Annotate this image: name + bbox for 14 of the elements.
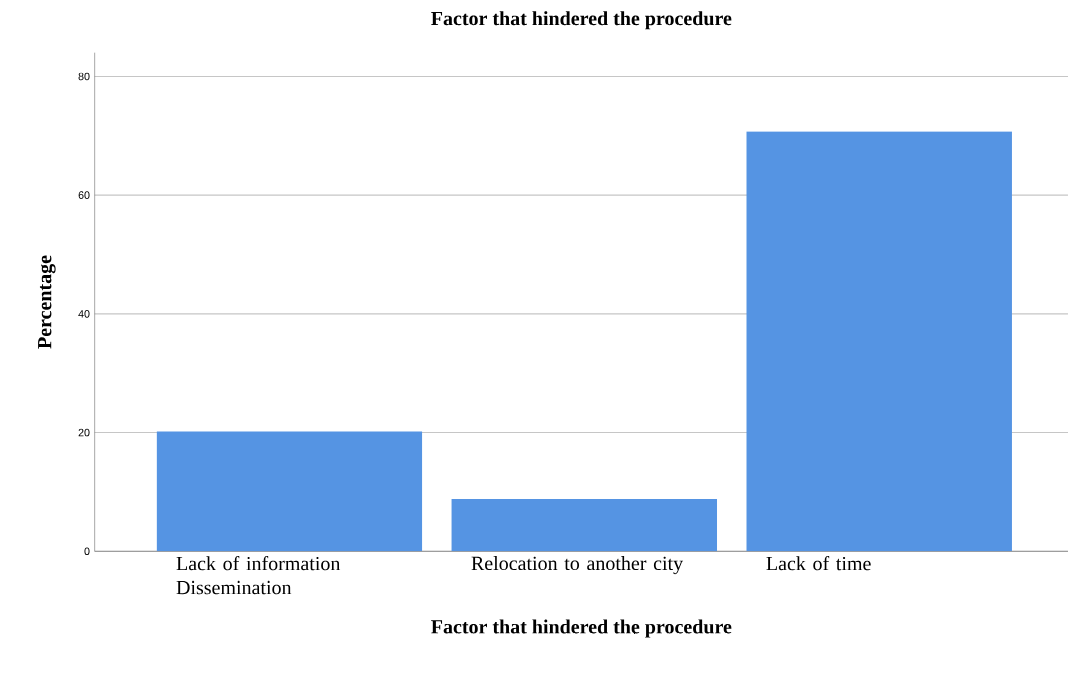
y-tick-label: 20 xyxy=(78,428,90,437)
x-tick-label: Relocation to another city xyxy=(471,556,684,575)
y-tick-label: 60 xyxy=(78,191,90,199)
x-tick-label: Lack of time xyxy=(766,556,871,571)
x-tick-label: Lack of information Dissemination xyxy=(176,556,341,595)
bar xyxy=(156,431,423,552)
y-tick-label: 80 xyxy=(78,72,90,81)
x-axis-title: Factor that hindered the procedure xyxy=(431,619,732,638)
bar xyxy=(451,499,718,552)
y-axis-title: Percentage xyxy=(38,255,56,349)
chart-title: Factor that hindered the procedure xyxy=(431,11,732,30)
bar xyxy=(746,131,1012,552)
y-tick-label: 0 xyxy=(84,547,90,556)
y-tick-label: 40 xyxy=(78,310,90,318)
